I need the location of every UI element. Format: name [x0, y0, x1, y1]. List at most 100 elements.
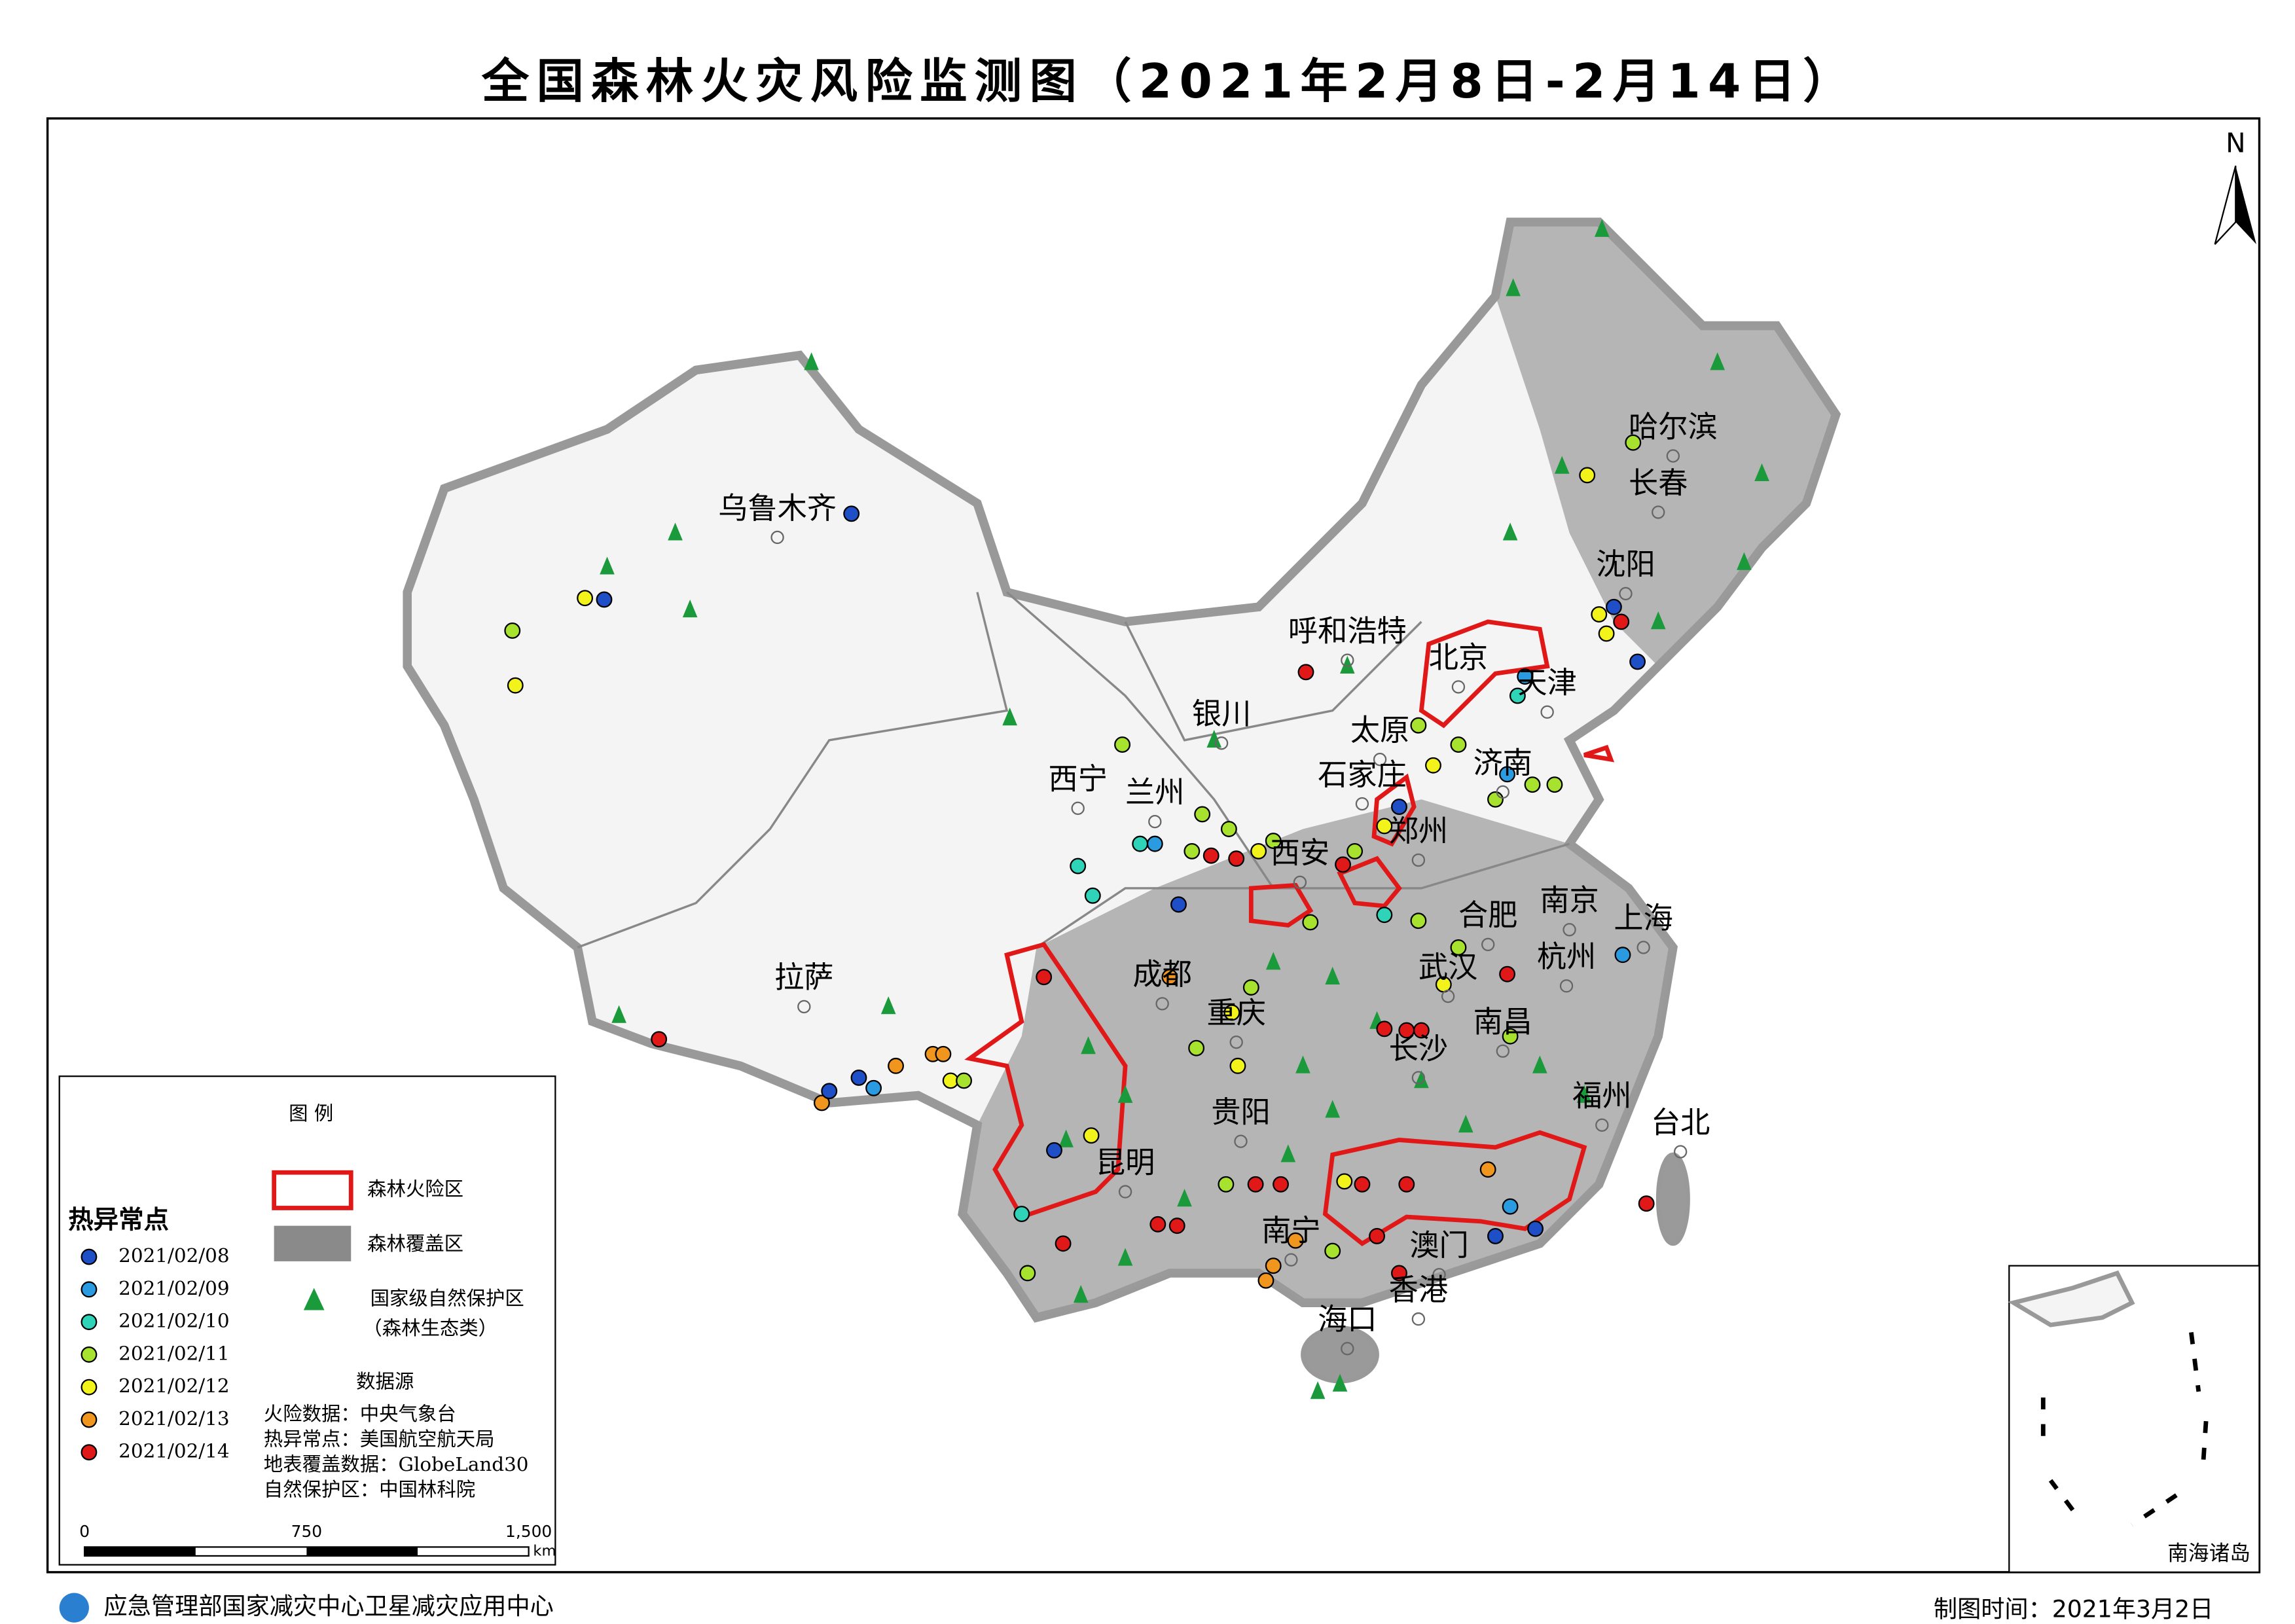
hotspot	[888, 1057, 904, 1074]
hotspot	[1499, 965, 1516, 983]
hotspot	[1184, 842, 1201, 859]
reserve-tree	[1177, 1189, 1192, 1207]
risk-zone	[1322, 1130, 1587, 1246]
logo	[59, 1593, 89, 1623]
forest-south	[962, 799, 1673, 1318]
hotspot	[1287, 1232, 1304, 1249]
hotspot	[1228, 850, 1245, 867]
reserve-tree	[1554, 456, 1570, 474]
scale-label: 0	[79, 1522, 90, 1541]
legend-date: 2021/02/08	[118, 1244, 229, 1267]
reserve-tree	[1073, 1285, 1089, 1303]
city-label: 重庆	[1206, 996, 1265, 1030]
risk-label: 森林火险区	[367, 1178, 463, 1200]
reserve-tree	[1710, 352, 1726, 370]
city-marker	[1652, 505, 1665, 519]
footer: 应急管理部国家减灾中心卫星减灾应用中心 制图时间：2021年3月2日	[59, 1592, 2213, 1623]
reserve-tree	[1506, 278, 1521, 297]
city-label: 天津	[1517, 666, 1576, 700]
reserve-tree	[1458, 1115, 1473, 1133]
source-line: 热异常点：美国航空航天局	[264, 1428, 495, 1451]
city-label: 乌鲁木齐	[718, 491, 837, 526]
hotspot	[935, 1045, 952, 1062]
hotspot	[850, 1070, 867, 1086]
hotspot	[1265, 1257, 1282, 1274]
risk-zone	[1371, 773, 1417, 847]
hotspot	[1413, 1022, 1430, 1039]
city-marker	[1666, 449, 1680, 463]
hotspot	[1376, 1020, 1393, 1038]
hotspot	[577, 590, 594, 607]
city-label: 杭州	[1537, 939, 1596, 974]
hotspot	[1335, 856, 1351, 873]
reserve-tree	[1081, 1036, 1096, 1055]
hotspot	[1247, 1176, 1264, 1193]
inset: 南海诸岛	[2008, 1265, 2260, 1573]
legend-dot	[81, 1281, 98, 1298]
hotspot	[1297, 664, 1314, 681]
legend-date: 2021/02/13	[118, 1407, 229, 1430]
hotspots	[504, 219, 1769, 1399]
hotspot	[1613, 613, 1630, 630]
city-marker	[1674, 1145, 1688, 1159]
reserve-tree	[1295, 1055, 1310, 1074]
reserve-tree	[1340, 655, 1355, 674]
province-borders	[577, 591, 1570, 949]
city-marker	[1496, 1044, 1509, 1058]
reserve-tree	[668, 522, 683, 541]
hotspot	[1479, 1161, 1496, 1178]
hotspot	[1546, 776, 1563, 793]
hotspot	[865, 1079, 882, 1096]
city-label: 长春	[1629, 465, 1688, 500]
city-marker	[770, 530, 784, 545]
reserve-tree	[1058, 1129, 1074, 1147]
hotspot	[1579, 467, 1596, 484]
city-marker	[1155, 997, 1169, 1011]
city-label: 兰州	[1125, 775, 1184, 810]
hotspot	[1324, 1242, 1341, 1259]
risk-zones	[964, 619, 1615, 1246]
city-marker	[1619, 586, 1633, 601]
risk-zone	[1337, 856, 1402, 909]
reserve-tree	[880, 996, 896, 1015]
hotspot	[596, 591, 613, 608]
reserve-tree	[1754, 463, 1769, 482]
city-label: 澳门	[1409, 1228, 1468, 1263]
hotspot	[1346, 842, 1364, 859]
reserve-tree	[682, 599, 698, 618]
hotspot	[1202, 847, 1220, 864]
city-label: 郑州	[1389, 814, 1448, 848]
reserve-tree	[1576, 1085, 1592, 1103]
hotspot	[1146, 835, 1163, 852]
hotspot	[1265, 833, 1282, 850]
inset-label: 南海诸岛	[2167, 1542, 2250, 1566]
hotspot	[1499, 766, 1516, 783]
reserve-tree	[1332, 1373, 1348, 1392]
hotspot	[814, 1094, 830, 1111]
city-label: 台北	[1651, 1105, 1710, 1140]
legend-dot	[81, 1411, 98, 1428]
hotspot	[1450, 939, 1467, 956]
hotspot	[1084, 887, 1101, 904]
forest-swatch	[274, 1225, 352, 1261]
hotspot	[1132, 835, 1149, 852]
city-marker	[1451, 680, 1466, 694]
city-label: 西安	[1271, 836, 1329, 871]
legend-dot	[81, 1314, 98, 1331]
hotspot	[1629, 653, 1646, 670]
city-label: 南昌	[1473, 1005, 1532, 1039]
city-marker	[1234, 1134, 1248, 1148]
hotspot	[1625, 434, 1642, 451]
city-label: 北京	[1429, 640, 1488, 675]
reserve-tree	[611, 1005, 626, 1023]
hotspot	[1161, 969, 1178, 986]
city-label: 济南	[1473, 746, 1532, 780]
hotspot	[1218, 1176, 1235, 1193]
hotspot	[1410, 912, 1427, 929]
risk-zone	[1583, 744, 1615, 763]
city-marker	[1373, 753, 1387, 767]
city-label: 香港	[1389, 1272, 1448, 1307]
hotspot	[1083, 1127, 1100, 1144]
map-frame	[46, 117, 2261, 1574]
